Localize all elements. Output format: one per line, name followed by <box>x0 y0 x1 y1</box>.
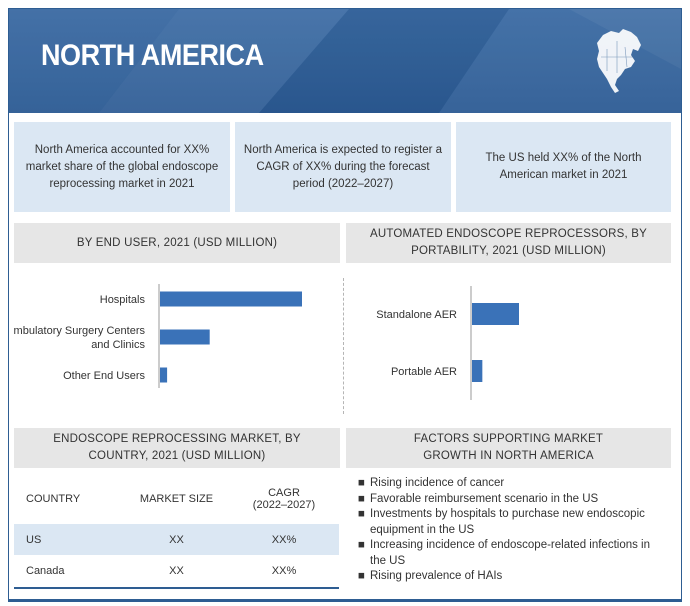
chart-divider <box>343 278 344 414</box>
category-label-line: Portable AER <box>391 366 457 378</box>
category-label: Ambulatory Surgery Centers and Clinics <box>14 325 145 351</box>
category-label-line: Standalone AER <box>376 309 457 321</box>
cell-market-size: XX <box>169 533 184 546</box>
bar-portable-aer <box>472 360 483 382</box>
col-header-cagr: CAGR (2022–2027) <box>229 474 339 524</box>
factor-text: Investments by hospitals to purchase new… <box>370 508 645 536</box>
bullet-icon: ■ <box>358 539 365 551</box>
cell-cagr: XX% <box>229 555 339 589</box>
portability-bar-chart: Standalone AER Portable AER <box>376 286 519 400</box>
col-header-cagr-line2: (2022–2027) <box>252 499 316 511</box>
category-label-line: Ambulatory Surgery Centers <box>14 325 145 337</box>
table-header-row: COUNTRY MARKET SIZE CAGR (2022–2027) <box>14 474 339 524</box>
factor-text: Rising incidence of cancer <box>370 477 505 489</box>
factor-text: Favorable reimbursement scenario in the … <box>370 492 599 505</box>
section-end-user-heading: BY END USER, 2021 (USD MILLION) <box>14 223 340 263</box>
cell-country: Canada <box>14 555 124 589</box>
stat-market-share: North America accounted for XX% market s… <box>14 122 230 212</box>
category-label: Hospitals <box>100 294 146 306</box>
bullet-icon: ■ <box>358 477 365 489</box>
bar-hospitals <box>160 291 302 307</box>
cell-cagr: XX% <box>271 533 297 546</box>
bullet-icon: ■ <box>358 492 365 505</box>
page-title: NORTH AMERICA <box>41 39 264 72</box>
stat-cagr: North America is expected to register a … <box>235 122 451 212</box>
cell-market-size: XX <box>124 555 229 589</box>
category-label: Other End Users <box>63 370 145 382</box>
list-item: ■ Increasing incidence of endoscope-relat… <box>358 538 668 569</box>
section-factors-heading: FACTORS SUPPORTING MARKET GROWTH IN NORT… <box>346 428 671 468</box>
end-user-bar-chart: Hospitals Ambulatory Surgery Centers and C… <box>14 284 302 388</box>
category-label-line: Other End Users <box>63 370 145 382</box>
bar-ambulatory-surgery-centers-and-clinics <box>160 329 210 345</box>
col-header-market-size: MARKET SIZE <box>139 493 214 505</box>
bullet-icon: ■ <box>358 508 365 520</box>
list-item: ■ Rising incidence of cancer <box>358 476 668 492</box>
category-label: Portable AER <box>391 366 457 378</box>
factors-list: ■ Rising incidence of cancer ■ Favorable r… <box>358 476 668 585</box>
category-label: Standalone AER <box>376 309 457 321</box>
country-table: COUNTRY MARKET SIZE CAGR (2022–2027) US … <box>14 474 339 589</box>
bar-other-end-users <box>160 367 168 383</box>
bullet-icon: ■ <box>358 570 365 582</box>
list-item: ■ Investments by hospitals to purchase ne… <box>358 507 668 538</box>
section-portability-heading: AUTOMATED ENDOSCOPE REPROCESSORS, BY POR… <box>346 223 671 263</box>
category-label-line: Hospitals <box>100 294 146 306</box>
table-row: Canada XX XX% <box>14 555 339 589</box>
cell-country: US <box>26 533 42 546</box>
bottom-rule <box>9 599 681 602</box>
header-banner: NORTH AMERICA <box>9 9 681 113</box>
factor-text: Increasing incidence of endoscope-relate… <box>370 539 651 567</box>
category-label-line: and Clinics <box>91 339 145 351</box>
stat-us-share: The US held XX% of the North American ma… <box>456 122 671 212</box>
north-america-map-icon <box>597 29 641 93</box>
col-header-cagr-line1: CAGR <box>268 487 300 499</box>
section-country-heading: ENDOSCOPE REPROCESSING MARKET, BY COUNTR… <box>14 428 340 468</box>
factor-text: Rising prevalence of HAIs <box>370 570 503 582</box>
col-header-country: COUNTRY <box>26 493 81 505</box>
table-row: US XX XX% <box>14 524 339 555</box>
list-item: ■ Rising prevalence of HAIs <box>358 569 668 585</box>
bar-standalone-aer <box>472 303 519 325</box>
list-item: ■ Favorable reimbursement scenario in the… <box>358 492 668 508</box>
